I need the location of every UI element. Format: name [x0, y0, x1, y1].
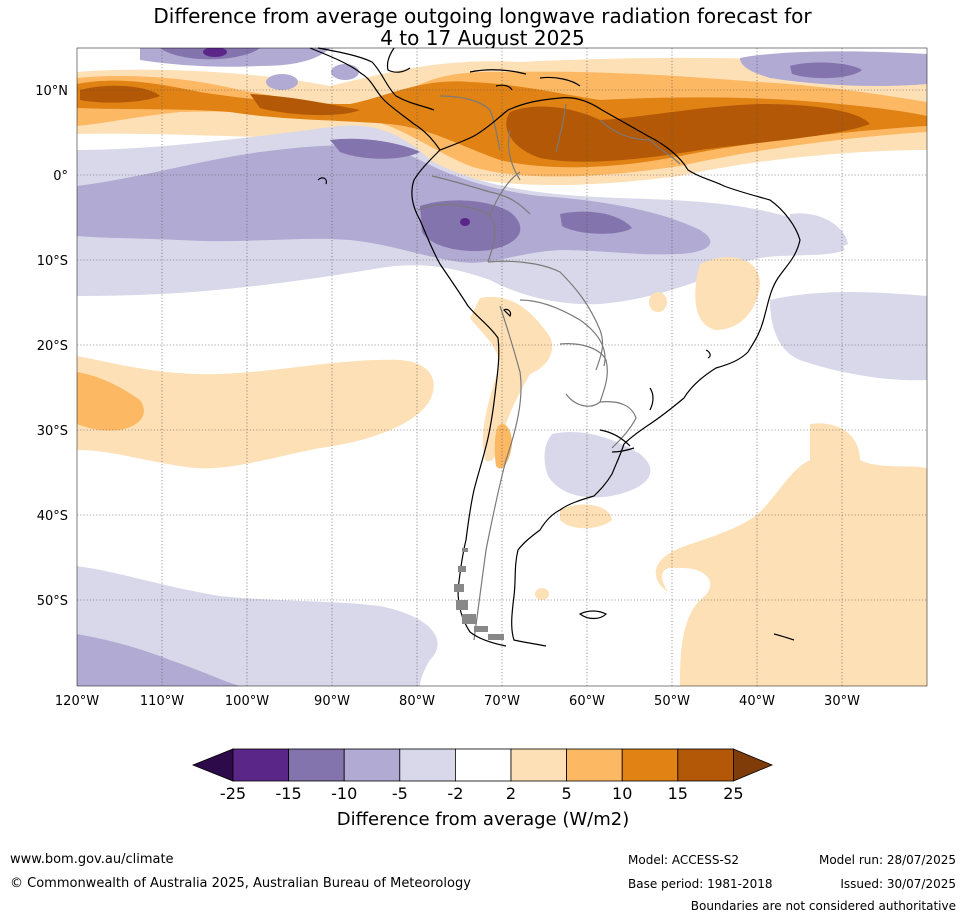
colorbar-tick-label: -25 [220, 784, 246, 803]
contour-orange-andes [470, 296, 553, 462]
olr-anomaly-field [77, 48, 927, 686]
contour-brown-north-1 [506, 104, 870, 162]
contour-lavender-southeast [770, 292, 927, 381]
contour-brown-north-3 [250, 94, 360, 116]
colorbar-tick-label: 15 [668, 784, 688, 803]
lat-label-20s: 20°S [37, 339, 68, 354]
lat-label-10s: 10°S [37, 254, 68, 269]
contour-violet-equatorial [420, 200, 521, 252]
map-title-line-2: 4 to 17 August 2025 [380, 26, 585, 50]
map-title-line-1: Difference from average outgoing longwav… [153, 4, 812, 28]
lon-label-40w: 40°W [739, 694, 775, 709]
footer-copyright: © Commonwealth of Australia 2025, Austra… [10, 876, 471, 891]
lon-label-70w: 70°W [484, 694, 520, 709]
contour-lavender-atlantic [544, 432, 651, 498]
colorbar-tick-label: 2 [506, 784, 516, 803]
latitude-labels: 10°N 0° 10°S 20°S 30°S 40°S 50°S [35, 84, 68, 609]
colorbar-segment [510, 748, 567, 782]
colorbar-tick-label: 5 [562, 784, 572, 803]
colorbar-arrow-left [191, 748, 234, 782]
footer-base-period: Base period: 1981-2018 [628, 877, 773, 891]
colorbar-tick-label: 25 [723, 784, 743, 803]
colorbar-tick-label: -15 [276, 784, 302, 803]
contour-lavender-south [77, 566, 438, 686]
colorbar-tick-labels: -25 -15 -10 -5 -2 2 5 10 15 25 [220, 784, 744, 803]
colorbar-tick-label: -2 [447, 784, 463, 803]
footer-model: Model: ACCESS-S2 [628, 853, 740, 867]
colorbar-arrow-right [733, 748, 774, 782]
colorbar-segment [343, 748, 401, 782]
contour-light-orange-west-band [77, 356, 434, 469]
contour-purple-top-right-dark [790, 62, 862, 79]
lat-label-50s: 50°S [37, 594, 68, 609]
contour-violet-equatorial-3 [330, 138, 420, 159]
colorbar-tick-label: -10 [331, 784, 357, 803]
colorbar-segment [621, 748, 679, 782]
lon-label-60w: 60°W [569, 694, 605, 709]
contour-orange-brazil-coast [695, 257, 760, 330]
lat-label-40s: 40°S [37, 509, 68, 524]
lat-label-0: 0° [53, 169, 68, 184]
footer-model-run: Model run: 28/07/2025 [818, 853, 956, 867]
contour-light-orange-southeast-2 [560, 504, 612, 529]
colorbar-segment [288, 748, 345, 782]
colorbar-label: Difference from average (W/m2) [337, 809, 629, 830]
contour-lavender-east [790, 213, 848, 249]
lon-label-80w: 80°W [399, 694, 435, 709]
colorbar-tick-label: -5 [392, 784, 408, 803]
colorbar-segment [399, 748, 456, 782]
footer-website: www.bom.gov.au/climate [10, 852, 174, 867]
country-borders [417, 95, 681, 641]
colorbar-segment [454, 748, 512, 782]
chilean-fjords [454, 548, 504, 640]
contour-orange-west-band [77, 372, 144, 431]
lat-label-30s: 30°S [37, 424, 68, 439]
contour-light-orange-southeast [655, 423, 927, 686]
colorbar-segment [232, 748, 289, 782]
lon-label-100w: 100°W [225, 694, 269, 709]
contour-orange-andes-dark [494, 424, 512, 469]
lon-label-120w: 120°W [55, 694, 99, 709]
contour-violet-equatorial-2 [560, 211, 632, 234]
footer-issued: Issued: 30/07/2025 [840, 877, 956, 891]
contour-lilac-south [77, 634, 240, 686]
lon-label-30w: 30°W [824, 694, 860, 709]
colorbar [191, 748, 774, 782]
lon-label-110w: 110°W [140, 694, 184, 709]
contour-lilac-equatorial [77, 145, 711, 263]
colorbar-segment [677, 748, 734, 782]
footer-disclaimer: Boundaries are not considered authoritat… [690, 899, 956, 913]
lon-label-50w: 50°W [654, 694, 690, 709]
lat-label-10n: 10°N [35, 84, 68, 99]
graticule [77, 48, 927, 686]
lon-label-90w: 90°W [314, 694, 350, 709]
colorbar-segment [566, 748, 623, 782]
longitude-labels: 120°W 110°W 100°W 90°W 80°W 70°W 60°W 50… [55, 694, 860, 709]
colorbar-tick-label: 10 [612, 784, 632, 803]
